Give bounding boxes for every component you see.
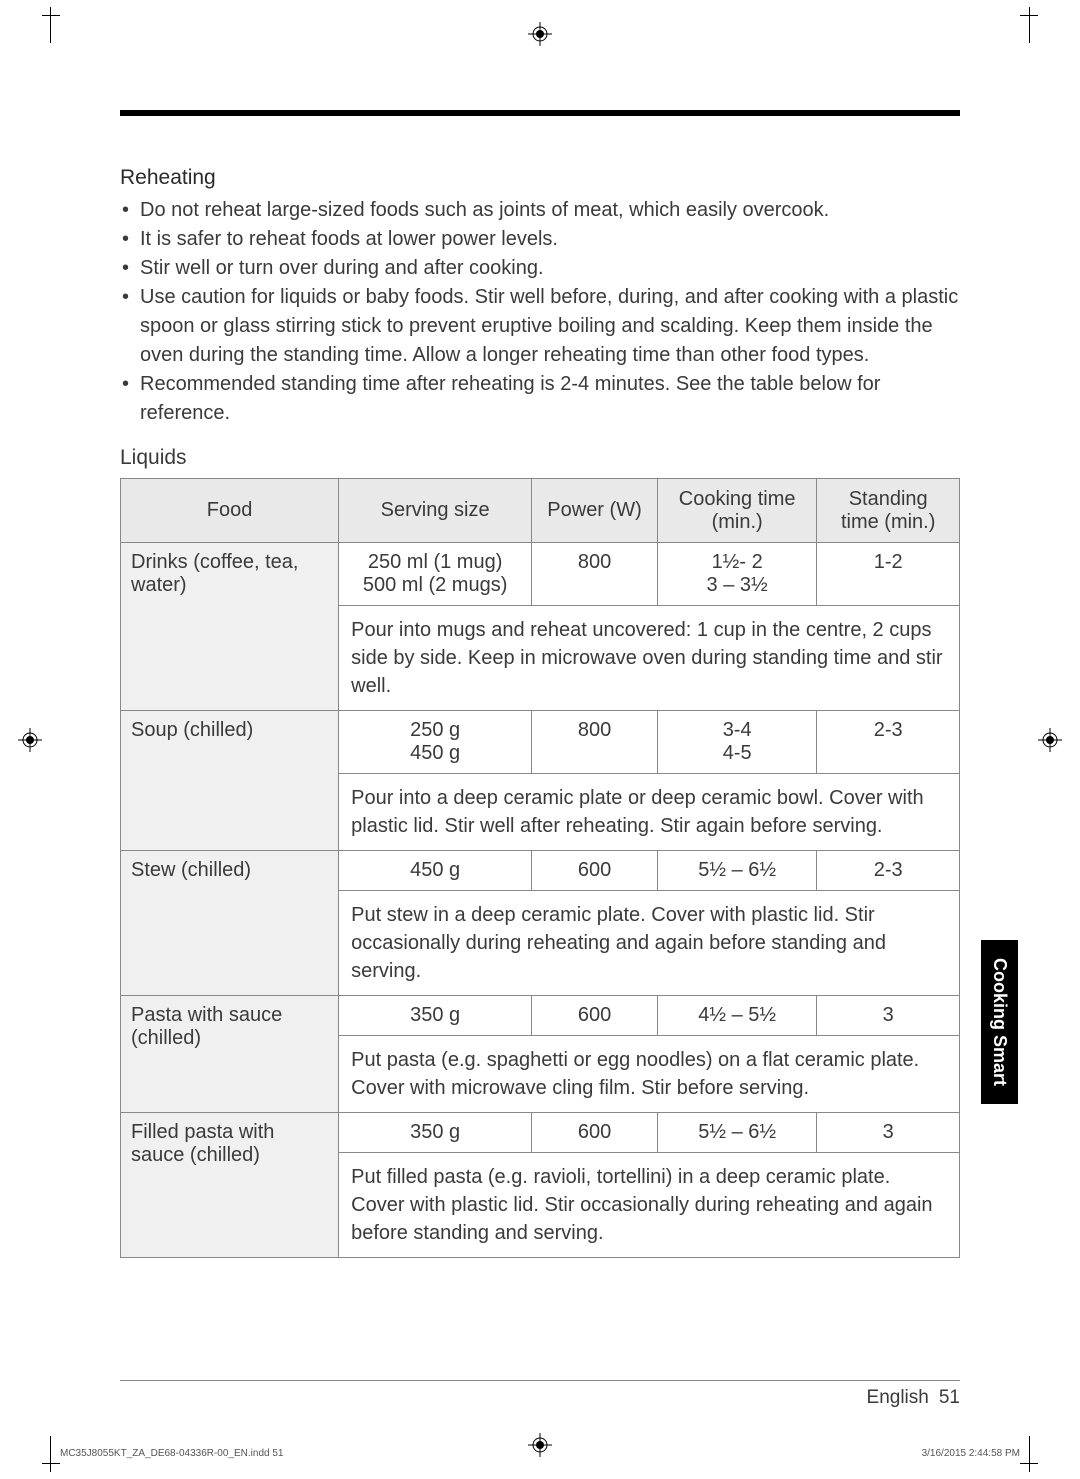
serving-cell: 450 g xyxy=(339,851,532,891)
standing-cell: 2-3 xyxy=(817,851,960,891)
crop-mark xyxy=(50,15,78,43)
time-cell: 4½ – 5½ xyxy=(657,996,816,1036)
serving-cell: 250 g 450 g xyxy=(339,711,532,774)
col-header-serving: Serving size xyxy=(339,479,532,543)
standing-cell: 3 xyxy=(817,996,960,1036)
power-cell: 600 xyxy=(532,851,658,891)
standing-cell: 2-3 xyxy=(817,711,960,774)
instruction-cell: Pour into mugs and reheat uncovered: 1 c… xyxy=(339,606,960,711)
serving-cell: 350 g xyxy=(339,996,532,1036)
power-cell: 600 xyxy=(532,996,658,1036)
col-header-food: Food xyxy=(121,479,339,543)
serving-cell: 350 g xyxy=(339,1113,532,1153)
standing-cell: 3 xyxy=(817,1113,960,1153)
instruction-cell: Pour into a deep ceramic plate or deep c… xyxy=(339,774,960,851)
food-cell: Soup (chilled) xyxy=(121,711,339,851)
food-cell: Filled pasta with sauce (chilled) xyxy=(121,1113,339,1258)
time-cell: 3-4 4-5 xyxy=(657,711,816,774)
registration-mark-icon xyxy=(528,1433,552,1457)
footer-page-number: 51 xyxy=(939,1387,960,1409)
registration-mark-icon xyxy=(18,728,42,752)
col-header-time: Cooking time (min.) xyxy=(657,479,816,543)
bullet-item: Recommended standing time after reheatin… xyxy=(120,370,960,428)
crop-mark xyxy=(1002,15,1030,43)
bullet-item: Stir well or turn over during and after … xyxy=(120,254,960,283)
serving-cell: 250 ml (1 mug) 500 ml (2 mugs) xyxy=(339,543,532,606)
food-cell: Stew (chilled) xyxy=(121,851,339,996)
col-header-power: Power (W) xyxy=(532,479,658,543)
instruction-cell: Put filled pasta (e.g. ravioli, tortelli… xyxy=(339,1153,960,1258)
instruction-cell: Put pasta (e.g. spaghetti or egg noodles… xyxy=(339,1036,960,1113)
page-content: Reheating Do not reheat large-sized food… xyxy=(120,110,960,1409)
time-cell: 1½- 2 3 – 3½ xyxy=(657,543,816,606)
table-row: Pasta with sauce (chilled) 350 g 600 4½ … xyxy=(121,996,960,1036)
page-footer: English 51 xyxy=(120,1380,960,1409)
export-timestamp: 3/16/2015 2:44:58 PM xyxy=(922,1448,1020,1459)
food-cell: Drinks (coffee, tea, water) xyxy=(121,543,339,711)
time-cell: 5½ – 6½ xyxy=(657,1113,816,1153)
power-cell: 600 xyxy=(532,1113,658,1153)
registration-mark-icon xyxy=(1038,728,1062,752)
table-header-row: Food Serving size Power (W) Cooking time… xyxy=(121,479,960,543)
reheating-table: Food Serving size Power (W) Cooking time… xyxy=(120,478,960,1258)
section-heading: Reheating xyxy=(120,166,960,190)
bullet-item: Do not reheat large-sized foods such as … xyxy=(120,196,960,225)
table-row: Soup (chilled) 250 g 450 g 800 3-4 4-5 2… xyxy=(121,711,960,774)
registration-mark-icon xyxy=(528,22,552,46)
table-heading: Liquids xyxy=(120,446,960,470)
footer-language: English xyxy=(867,1387,929,1409)
food-cell: Pasta with sauce (chilled) xyxy=(121,996,339,1113)
bullet-item: It is safer to reheat foods at lower pow… xyxy=(120,225,960,254)
time-cell: 5½ – 6½ xyxy=(657,851,816,891)
standing-cell: 1-2 xyxy=(817,543,960,606)
top-rule xyxy=(120,110,960,116)
table-row: Stew (chilled) 450 g 600 5½ – 6½ 2-3 xyxy=(121,851,960,891)
bullet-list: Do not reheat large-sized foods such as … xyxy=(120,196,960,428)
table-row: Drinks (coffee, tea, water) 250 ml (1 mu… xyxy=(121,543,960,606)
col-header-standing: Standing time (min.) xyxy=(817,479,960,543)
power-cell: 800 xyxy=(532,711,658,774)
bullet-item: Use caution for liquids or baby foods. S… xyxy=(120,283,960,370)
instruction-cell: Put stew in a deep ceramic plate. Cover … xyxy=(339,891,960,996)
table-row: Filled pasta with sauce (chilled) 350 g … xyxy=(121,1113,960,1153)
indd-filename: MC35J8055KT_ZA_DE68-04336R-00_EN.indd 51 xyxy=(60,1448,283,1459)
side-tab: Cooking Smart xyxy=(981,940,1018,1104)
power-cell: 800 xyxy=(532,543,658,606)
